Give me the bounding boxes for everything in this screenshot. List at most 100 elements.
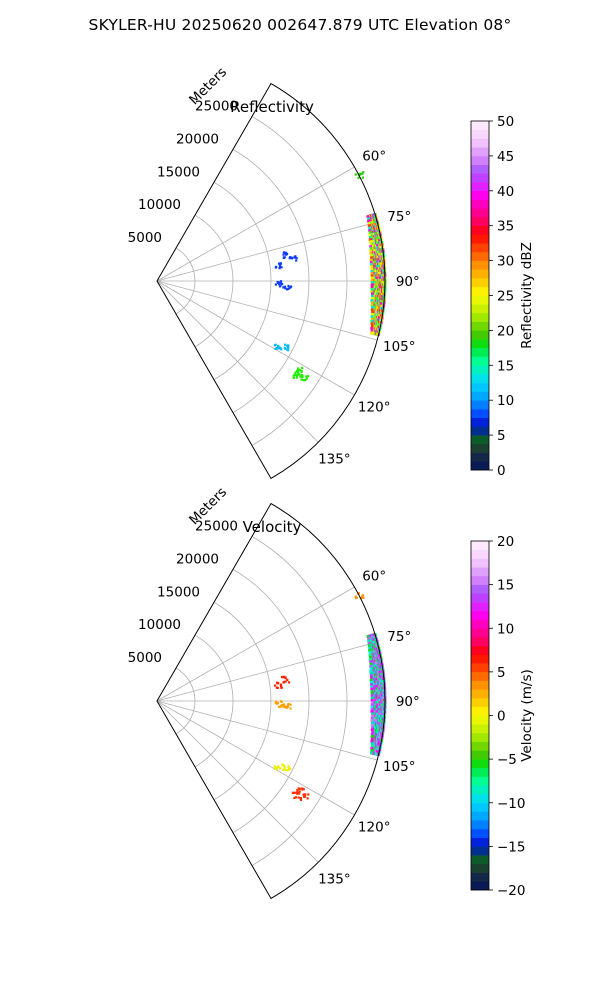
echo-pixel — [279, 266, 282, 269]
echo-pixel — [277, 281, 281, 284]
echo-pixel — [292, 376, 295, 380]
echo-pixel — [370, 324, 374, 328]
radial-tick-label: 20000 — [176, 131, 219, 147]
colorbar-swatch — [471, 225, 489, 235]
colorbar-swatch — [471, 330, 489, 340]
colorbar-swatch — [471, 208, 489, 218]
echo-pixel — [370, 287, 374, 291]
angle-tick-label: 135° — [318, 451, 351, 467]
echo-pixel — [295, 257, 298, 260]
radial-tick-label: 5000 — [128, 230, 162, 246]
colorbar-swatch — [471, 636, 489, 646]
colorbar-swatch — [471, 610, 489, 620]
echo-pixel — [370, 676, 373, 680]
colorbar-tick-label: 20 — [497, 323, 514, 339]
panel-title: Velocity — [243, 518, 302, 536]
colorbar-swatch — [471, 628, 489, 638]
colorbar-swatch — [471, 855, 489, 865]
echo-pixel — [368, 658, 372, 662]
echo-pixel — [370, 303, 374, 307]
colorbar-tick-label: 40 — [497, 184, 514, 200]
angle-tick-label: 90° — [396, 274, 420, 290]
echo-pixel — [370, 694, 374, 698]
echo-pixel — [369, 247, 373, 251]
echo-pixel — [297, 371, 300, 374]
colorbar-swatch — [471, 216, 489, 226]
angular-grid-line — [156, 221, 378, 282]
echo-pixel — [368, 655, 372, 659]
echo-pixel — [370, 299, 374, 303]
sector-outline — [156, 502, 386, 900]
colorbar-swatch — [471, 785, 489, 795]
echo-pixel — [289, 767, 292, 770]
echo-pixel — [307, 793, 310, 796]
colorbar-swatch — [471, 811, 489, 821]
colorbar-tick-label: 45 — [497, 149, 514, 165]
colorbar-swatch — [471, 417, 489, 427]
colorbar-swatch — [471, 654, 489, 664]
echo-pixel — [273, 344, 277, 347]
echo-pixel — [281, 763, 284, 766]
colorbar-swatch — [471, 173, 489, 183]
echo-pixel — [274, 684, 277, 687]
echo-pixel — [287, 287, 290, 290]
echo-pixel — [371, 712, 374, 716]
echo-pixel — [370, 723, 374, 727]
echo-pixel — [370, 735, 374, 739]
radial-tick-label: 15000 — [157, 584, 200, 600]
echo-pixel — [279, 700, 283, 703]
echo-pixel — [290, 257, 293, 260]
page-title: SKYLER-HU 20250620 002647.879 UTC Elevat… — [88, 16, 512, 34]
colorbar-swatch — [471, 741, 489, 751]
echo-pixel — [370, 689, 374, 693]
echo-pixel — [370, 263, 373, 267]
echo-pixel — [296, 788, 299, 792]
colorbar-tick-label: 0 — [497, 709, 506, 725]
colorbar-swatch — [471, 391, 489, 401]
echo-pixel — [292, 374, 295, 377]
echo-pixel — [287, 768, 291, 771]
echo-pixel — [283, 675, 286, 678]
radial-tick-label: 25000 — [195, 518, 238, 534]
echo-pixel — [301, 374, 304, 377]
echo-pixel — [296, 373, 299, 377]
echo-pixel — [275, 265, 278, 269]
echo-pixel — [367, 224, 371, 228]
angle-tick-label: 120° — [358, 399, 391, 415]
colorbar-tick-label: 15 — [497, 358, 514, 374]
angular-grid-line — [156, 166, 355, 282]
echo-pixel — [370, 301, 374, 305]
angular-grid-line — [156, 280, 378, 341]
colorbar-swatch — [471, 715, 489, 725]
echo-pixel — [288, 256, 292, 259]
echo-pixel — [280, 266, 283, 269]
colorbar-swatch — [471, 872, 489, 882]
echo-pixel — [304, 793, 307, 796]
echo-pixel — [369, 245, 373, 248]
echo-pixel — [368, 235, 372, 239]
echo-pixel — [370, 315, 374, 319]
echo-pixel — [369, 240, 372, 244]
colorbar-swatch — [471, 671, 489, 681]
echo-pixel — [367, 219, 370, 223]
colorbar-tick-label: 20 — [497, 534, 514, 550]
echo-pixel — [291, 791, 295, 794]
echo-pixel — [301, 787, 304, 790]
echo-pixel — [282, 253, 285, 256]
echo-pixel — [300, 366, 304, 369]
echo-pixel — [282, 703, 286, 706]
echo-pixel — [370, 278, 374, 282]
echo-pixel — [369, 662, 373, 666]
echo-pixel — [284, 287, 287, 290]
echo-pixel — [369, 251, 373, 255]
echo-pixel — [367, 222, 371, 225]
echo-pixel — [370, 737, 374, 741]
colorbar-tick-label: 35 — [497, 219, 514, 235]
colorbar-swatch — [471, 347, 489, 357]
echo-pixel — [299, 797, 302, 800]
colorbar-swatch — [471, 541, 489, 551]
echo-pixel — [282, 705, 285, 708]
echo-pixel — [368, 238, 372, 242]
echo-pixel — [284, 343, 287, 346]
colorbar-swatch — [471, 138, 489, 148]
